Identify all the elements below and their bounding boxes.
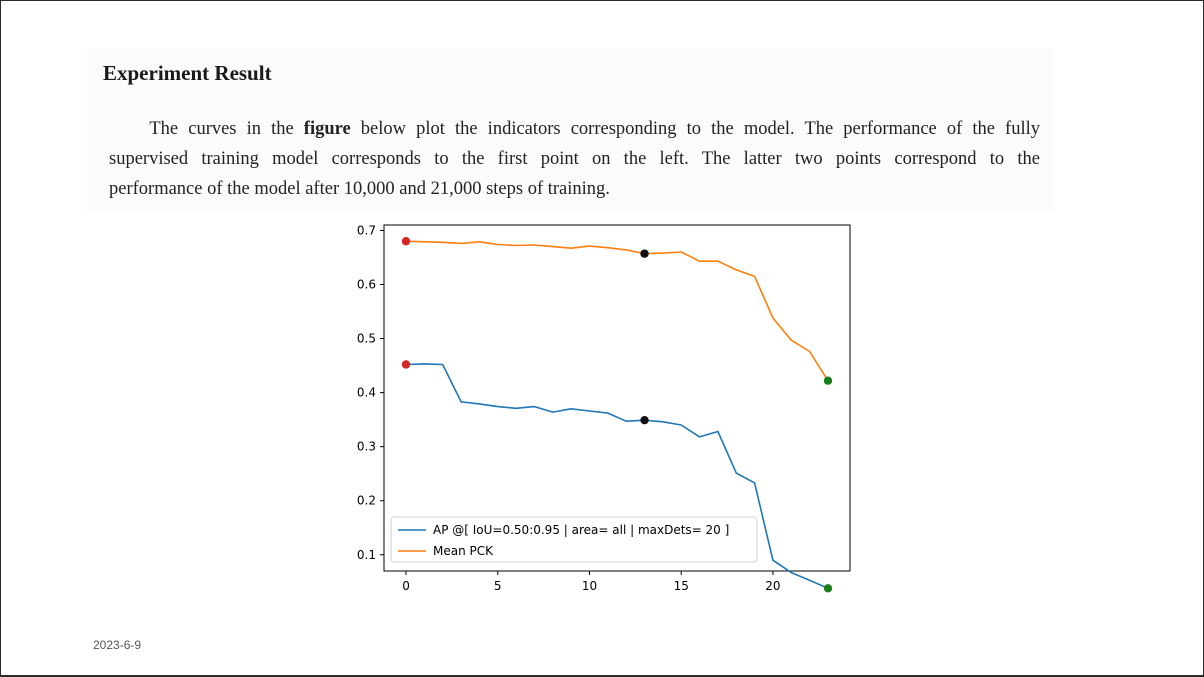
x-tick-label: 0 xyxy=(402,579,410,593)
paragraph-bold-word: figure xyxy=(303,119,351,139)
y-tick-label: 0.5 xyxy=(357,332,376,346)
y-tick-label: 0.7 xyxy=(357,223,376,237)
data-point-marker xyxy=(401,237,411,246)
series-line-1 xyxy=(405,363,829,590)
data-point-marker xyxy=(823,376,833,385)
plot-area: 0 5 10 15 20 0.1 0.2 0.3 0.4 0.5 0.6 0.7 AP @[ IoU=0… xyxy=(357,223,851,593)
series-line-2 xyxy=(405,240,829,382)
data-point-marker xyxy=(823,584,833,593)
y-tick-label: 0.6 xyxy=(357,277,376,291)
legend-box xyxy=(390,516,758,563)
paragraph-line-1: The curves in the figure below plot the … xyxy=(109,114,1040,144)
x-tick-label: 10 xyxy=(582,579,597,593)
y-tick-label: 0.1 xyxy=(357,548,376,562)
x-tick-label: 15 xyxy=(674,579,689,593)
data-point-marker xyxy=(640,415,649,425)
y-tick-label: 0.2 xyxy=(357,494,376,508)
paragraph-line-1-pre: The curves in the xyxy=(149,119,304,139)
description-paragraph: The curves in the figure below plot the … xyxy=(109,114,1040,204)
legend-label-2: Mean PCK xyxy=(433,544,494,558)
data-point-marker xyxy=(401,360,411,369)
data-point-marker xyxy=(640,249,649,258)
slide-title: Experiment Result xyxy=(103,61,272,85)
paragraph-line-2: supervised training model corresponds to… xyxy=(109,149,1040,169)
y-tick-label: 0.4 xyxy=(357,386,376,400)
axes-frame xyxy=(383,224,851,572)
line-chart: 0 5 10 15 20 0.1 0.2 0.3 0.4 0.5 0.6 0.7 AP @[ IoU=0… xyxy=(357,223,851,593)
paragraph-line-3: performance of the model after 10,000 an… xyxy=(109,179,610,199)
text-panel xyxy=(87,48,1053,211)
x-tick-label: 20 xyxy=(765,579,780,593)
y-tick-label: 0.3 xyxy=(357,440,376,454)
x-tick-label: 5 xyxy=(494,579,502,593)
slide-date: 2023-6-9 xyxy=(93,638,142,652)
paragraph-line-1-post: below plot the indicators corresponding … xyxy=(350,119,1040,139)
legend-label-1: AP @[ IoU=0.50:0.95 | area= all | maxDet… xyxy=(433,523,729,537)
